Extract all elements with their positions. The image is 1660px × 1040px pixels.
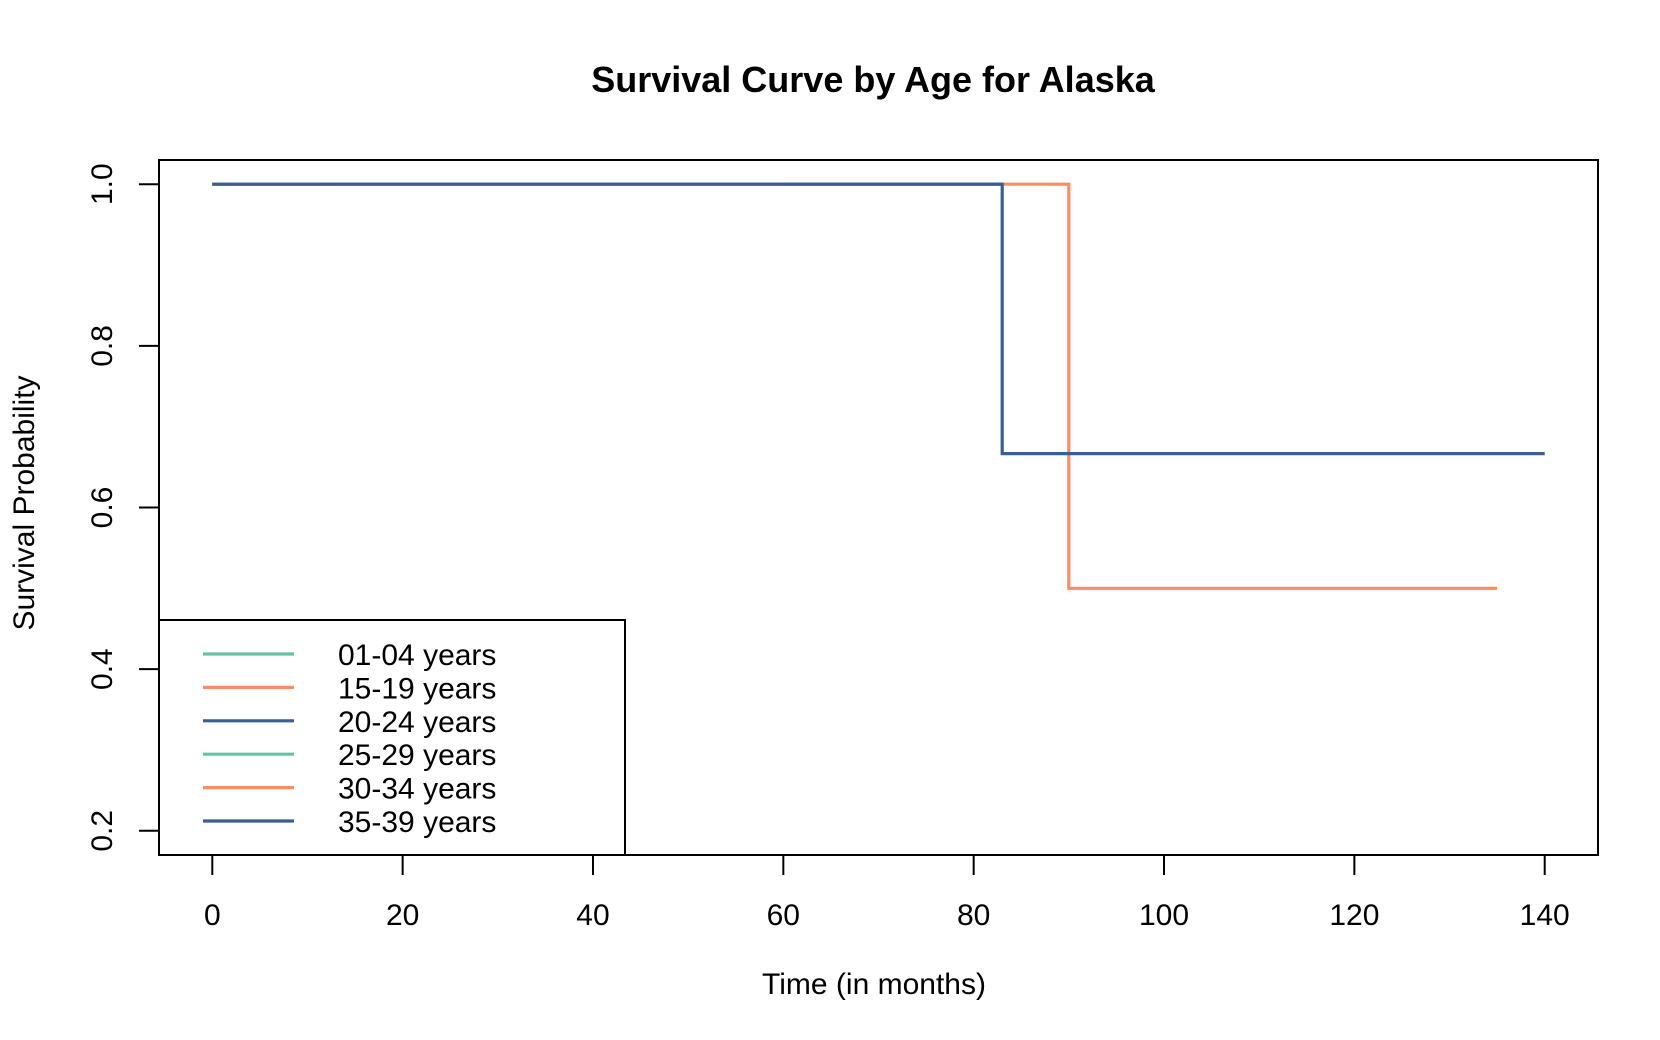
y-tick-label-1: 0.4	[86, 648, 119, 690]
y-axis-label: Survival Probability	[8, 375, 41, 630]
legend-label-2: 20-24 years	[338, 706, 496, 739]
legend-label-4: 30-34 years	[338, 773, 496, 806]
y-tick-label-2: 0.6	[86, 487, 119, 529]
legend-frame	[158, 619, 626, 856]
legend-label-3: 25-29 years	[338, 739, 496, 772]
x-tick-label-1: 20	[386, 899, 419, 932]
y-tick-label-0: 0.2	[86, 810, 119, 852]
x-tick-label-4: 80	[957, 899, 990, 932]
axes-layer: 0 20 40 60 80 100 120 140 0.2 0.4 0.6 0.8 1.0	[86, 159, 1599, 932]
x-tick-label-6: 120	[1329, 899, 1379, 932]
y-tick-label-3: 0.8	[86, 325, 119, 367]
x-tick-label-7: 140	[1520, 899, 1570, 932]
x-axis-label: Time (in months)	[762, 968, 986, 1001]
x-tick-label-2: 40	[576, 899, 609, 932]
legend-label-1: 15-19 years	[338, 672, 496, 705]
x-tick-label-5: 100	[1139, 899, 1189, 932]
legend-label-5: 35-39 years	[338, 806, 496, 839]
series-line-1	[212, 182, 1498, 590]
legend-label-0: 01-04 years	[338, 639, 496, 672]
y-tick-label-4: 1.0	[86, 163, 119, 205]
chart-title: Survival Curve by Age for Alaska	[591, 59, 1156, 100]
x-tick-label-0: 0	[204, 899, 221, 932]
series-layer	[212, 182, 1545, 590]
series-line-2	[212, 182, 1545, 456]
x-tick-label-3: 60	[767, 899, 800, 932]
